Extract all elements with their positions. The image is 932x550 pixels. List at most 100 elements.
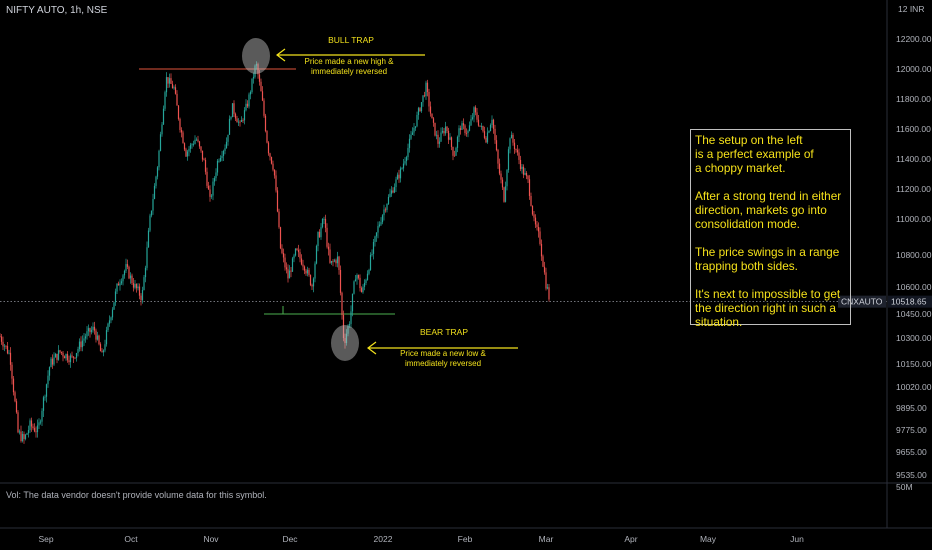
candles-layer: [0, 61, 550, 444]
candle-body: [435, 134, 438, 136]
candle-body: [360, 288, 363, 293]
candle-body: [182, 132, 184, 144]
candle-body: [305, 270, 307, 274]
candle-body: [377, 226, 379, 233]
candle-body: [9, 352, 12, 365]
candle-body: [89, 328, 91, 333]
x-tick-label: Nov: [203, 534, 219, 544]
candle-body: [381, 215, 384, 223]
candle-body: [317, 231, 319, 247]
x-tick-label: Feb: [458, 534, 473, 544]
candle-body: [459, 128, 462, 130]
candle-body: [375, 232, 378, 237]
candle-body: [470, 119, 472, 126]
candle-body: [417, 108, 420, 115]
bear-trap-highlight-circle: [331, 325, 359, 361]
x-tick-label: May: [700, 534, 717, 544]
candle-body: [47, 375, 49, 385]
candle-body: [294, 248, 297, 256]
candle-body: [464, 125, 466, 133]
candle-body: [201, 150, 204, 160]
candle-body: [282, 253, 285, 258]
candle-body: [263, 100, 265, 116]
candle-body: [515, 149, 517, 151]
symbol-header: NIFTY AUTO, 1h, NSE: [6, 5, 108, 16]
candle-body: [314, 263, 316, 279]
candle-body: [24, 434, 27, 439]
candle-body: [189, 144, 192, 149]
candle-body: [21, 434, 24, 442]
candle-body: [297, 249, 300, 253]
candle-body: [474, 107, 477, 113]
bull-trap-note-line1: Price made a new high &: [305, 57, 395, 66]
candle-body: [428, 91, 430, 107]
candle-body: [444, 126, 447, 134]
candle-body: [51, 358, 54, 365]
candle-body: [285, 267, 288, 270]
candle-body: [509, 138, 511, 150]
candle-body: [222, 150, 225, 156]
candle-body: [98, 335, 100, 345]
candle-body: [489, 125, 492, 132]
candle-body: [485, 137, 487, 143]
candle-body: [246, 103, 249, 107]
candle-body: [386, 204, 388, 210]
candle-body: [213, 178, 216, 182]
candle-body: [488, 131, 490, 133]
candle-body: [251, 78, 253, 93]
candle-body: [167, 77, 169, 84]
candle-body: [74, 357, 76, 359]
candle-body: [140, 295, 142, 301]
candle-body: [287, 269, 289, 279]
candle-body: [398, 174, 400, 179]
candle-body: [512, 134, 514, 143]
candle-body: [446, 126, 448, 131]
candle-body: [242, 120, 244, 121]
candle-body: [225, 141, 228, 149]
candle-body: [231, 103, 234, 118]
candle-body: [432, 118, 435, 123]
candle-body: [453, 155, 456, 157]
bull-trap-arrow-head: [276, 48, 286, 62]
candle-body: [161, 124, 163, 135]
candle-body: [414, 126, 417, 128]
x-tick-label: Oct: [124, 534, 138, 544]
price-badge-text: 10518.65: [891, 297, 927, 307]
candle-body: [501, 179, 504, 188]
candle-body: [54, 353, 57, 358]
candle-body: [329, 249, 331, 263]
candle-body: [513, 142, 516, 150]
candle-body: [236, 118, 238, 123]
candle-body: [468, 125, 471, 131]
candle-body: [278, 211, 280, 228]
candle-body: [498, 163, 501, 174]
candle-body: [186, 151, 189, 157]
candle-body: [390, 190, 393, 194]
candle-body: [291, 258, 294, 272]
candle-body: [320, 227, 322, 238]
y-tick-label: 10600.00: [896, 282, 932, 292]
candle-body: [269, 153, 271, 157]
candle-body: [399, 168, 402, 179]
candle-body: [380, 222, 382, 225]
y-tick-label: 11000.00: [896, 214, 931, 224]
candle-body: [545, 272, 547, 289]
bear-trap-label: BEAR TRAP: [420, 327, 468, 337]
candle-body: [230, 117, 232, 119]
candle-body: [44, 396, 46, 398]
candle-body: [32, 426, 34, 429]
candle-body: [125, 264, 127, 271]
candle-body: [93, 326, 96, 331]
candle-body: [135, 284, 138, 289]
candle-body: [116, 283, 118, 292]
candle-body: [450, 137, 453, 147]
candle-body: [495, 140, 498, 151]
candle-body: [212, 181, 214, 196]
bull-trap-highlight-circle: [242, 38, 270, 74]
y-tick-label: 10300.00: [896, 333, 932, 343]
candle-body: [344, 337, 346, 344]
candle-body: [438, 141, 441, 144]
candle-body: [92, 326, 94, 330]
candle-body: [206, 171, 208, 186]
